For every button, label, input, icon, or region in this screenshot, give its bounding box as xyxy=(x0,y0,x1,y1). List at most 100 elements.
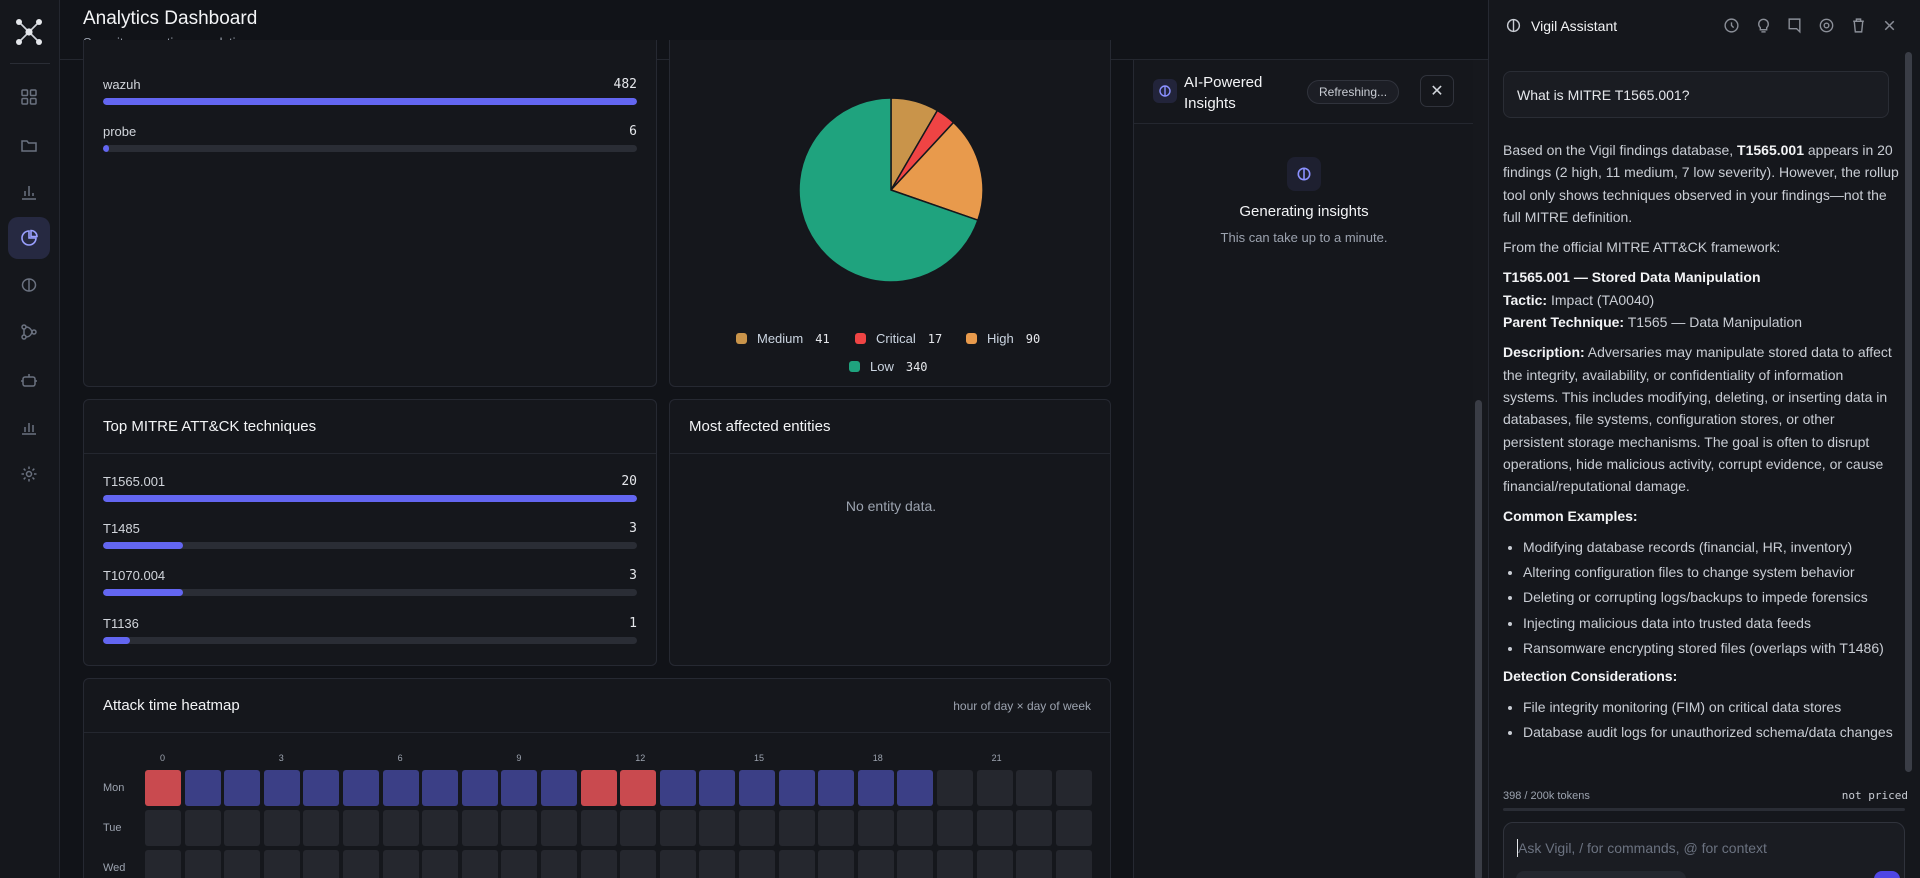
heatmap-cell[interactable] xyxy=(541,810,577,846)
heatmap-cell[interactable] xyxy=(224,770,261,806)
heatmap-cell[interactable] xyxy=(937,770,973,806)
heatmap-cell[interactable] xyxy=(620,770,657,806)
heatmap-cell[interactable] xyxy=(461,770,498,806)
heatmap-cell[interactable] xyxy=(739,850,775,878)
heatmap-cell[interactable] xyxy=(263,810,300,846)
scrollbar-thumb[interactable] xyxy=(1475,400,1482,878)
heatmap-cell[interactable] xyxy=(778,770,815,806)
heatmap-cell[interactable] xyxy=(620,810,657,846)
heatmap-cell[interactable] xyxy=(184,810,221,846)
heatmap-cell[interactable] xyxy=(1055,850,1092,878)
heatmap-cell[interactable] xyxy=(699,810,736,846)
heatmap-cell[interactable] xyxy=(382,770,419,806)
heatmap-cell[interactable] xyxy=(976,770,1013,806)
send-button[interactable] xyxy=(1874,871,1900,878)
heatmap-cell[interactable] xyxy=(659,770,696,806)
heatmap-cell[interactable] xyxy=(857,850,894,878)
heatmap-cell[interactable] xyxy=(422,770,459,806)
nav-analytics[interactable] xyxy=(8,217,50,259)
heatmap-cell[interactable] xyxy=(897,810,934,846)
pie-slice-low[interactable] xyxy=(798,97,979,283)
heatmap-cell[interactable] xyxy=(659,810,696,846)
heatmap-cell[interactable] xyxy=(541,770,577,806)
chat-input-placeholder[interactable]: Ask Vigil, / for commands, @ for context xyxy=(1518,840,1767,856)
heatmap-cell[interactable] xyxy=(184,770,221,806)
heatmap-cell[interactable] xyxy=(461,850,498,878)
nav-metrics[interactable] xyxy=(8,406,50,448)
insights-close-button[interactable]: ✕ xyxy=(1420,75,1454,107)
nav-reports[interactable] xyxy=(8,171,50,213)
assistant-scrollbar[interactable] xyxy=(1905,52,1913,778)
heatmap-cell[interactable] xyxy=(1016,850,1053,878)
nav-agents[interactable] xyxy=(8,359,50,401)
history-icon[interactable] xyxy=(1723,17,1740,34)
insights-title: AI-Powered Insights xyxy=(1184,74,1263,112)
app-logo-icon[interactable] xyxy=(12,15,46,49)
heatmap-cell[interactable] xyxy=(224,850,261,878)
heatmap-cell[interactable] xyxy=(937,850,973,878)
pie-slice-high[interactable] xyxy=(889,121,984,222)
settings-gear-icon[interactable] xyxy=(1818,17,1835,34)
heatmap-cell[interactable] xyxy=(303,770,340,806)
heatmap-cell[interactable] xyxy=(857,770,894,806)
heatmap-cell[interactable] xyxy=(1016,770,1053,806)
heatmap-cell[interactable] xyxy=(263,850,300,878)
heatmap-cell[interactable] xyxy=(976,850,1013,878)
heatmap-cell[interactable] xyxy=(303,810,340,846)
heatmap-cell[interactable] xyxy=(1055,770,1092,806)
heatmap-cell[interactable] xyxy=(501,770,538,806)
main-scrollbar[interactable] xyxy=(1473,60,1488,878)
lightbulb-icon[interactable] xyxy=(1755,17,1772,34)
scrollbar-thumb[interactable] xyxy=(1905,52,1912,772)
heatmap-cell[interactable] xyxy=(303,850,340,878)
heatmap-cell[interactable] xyxy=(818,850,855,878)
heatmap-cell[interactable] xyxy=(263,770,300,806)
heatmap-cell[interactable] xyxy=(501,810,538,846)
nav-settings[interactable] xyxy=(8,453,50,495)
heatmap-cell[interactable] xyxy=(580,810,617,846)
heatmap-cell[interactable] xyxy=(778,810,815,846)
heatmap-cell[interactable] xyxy=(343,850,379,878)
heatmap-cell[interactable] xyxy=(580,850,617,878)
heatmap-cell[interactable] xyxy=(778,850,815,878)
nav-cases[interactable] xyxy=(8,124,50,166)
heatmap-cell[interactable] xyxy=(699,850,736,878)
heatmap-cell[interactable] xyxy=(937,810,973,846)
heatmap-cell[interactable] xyxy=(382,850,419,878)
chat-input-box[interactable]: Ask Vigil, / for commands, @ for context xyxy=(1503,822,1905,878)
heatmap-cell[interactable] xyxy=(145,850,181,878)
heatmap-cell[interactable] xyxy=(976,810,1013,846)
heatmap-cell[interactable] xyxy=(897,850,934,878)
heatmap-cell[interactable] xyxy=(699,770,736,806)
heatmap-cell[interactable] xyxy=(739,810,775,846)
heatmap-cell[interactable] xyxy=(659,850,696,878)
heatmap-cell[interactable] xyxy=(422,810,459,846)
heatmap-cell[interactable] xyxy=(541,850,577,878)
heatmap-cell[interactable] xyxy=(897,770,934,806)
heatmap-cell[interactable] xyxy=(184,850,221,878)
nav-workflows[interactable] xyxy=(8,311,50,353)
notes-icon[interactable] xyxy=(1786,17,1803,34)
heatmap-cell[interactable] xyxy=(461,810,498,846)
heatmap-cell[interactable] xyxy=(1055,810,1092,846)
heatmap-cell[interactable] xyxy=(382,810,419,846)
heatmap-cell[interactable] xyxy=(422,850,459,878)
nav-ai-insights[interactable] xyxy=(8,264,50,306)
heatmap-cell[interactable] xyxy=(1016,810,1053,846)
heatmap-cell[interactable] xyxy=(818,810,855,846)
heatmap-cell[interactable] xyxy=(145,810,181,846)
heatmap-cell[interactable] xyxy=(818,770,855,806)
nav-dashboard[interactable] xyxy=(8,76,50,118)
heatmap-cell[interactable] xyxy=(620,850,657,878)
heatmap-cell[interactable] xyxy=(501,850,538,878)
heatmap-cell[interactable] xyxy=(857,810,894,846)
heatmap-cell[interactable] xyxy=(739,770,775,806)
close-icon[interactable] xyxy=(1881,17,1898,34)
model-selector[interactable] xyxy=(1516,871,1686,878)
heatmap-cell[interactable] xyxy=(224,810,261,846)
heatmap-cell[interactable] xyxy=(343,810,379,846)
trash-icon[interactable] xyxy=(1850,17,1867,34)
heatmap-cell[interactable] xyxy=(145,770,181,806)
heatmap-cell[interactable] xyxy=(580,770,617,806)
heatmap-cell[interactable] xyxy=(343,770,379,806)
